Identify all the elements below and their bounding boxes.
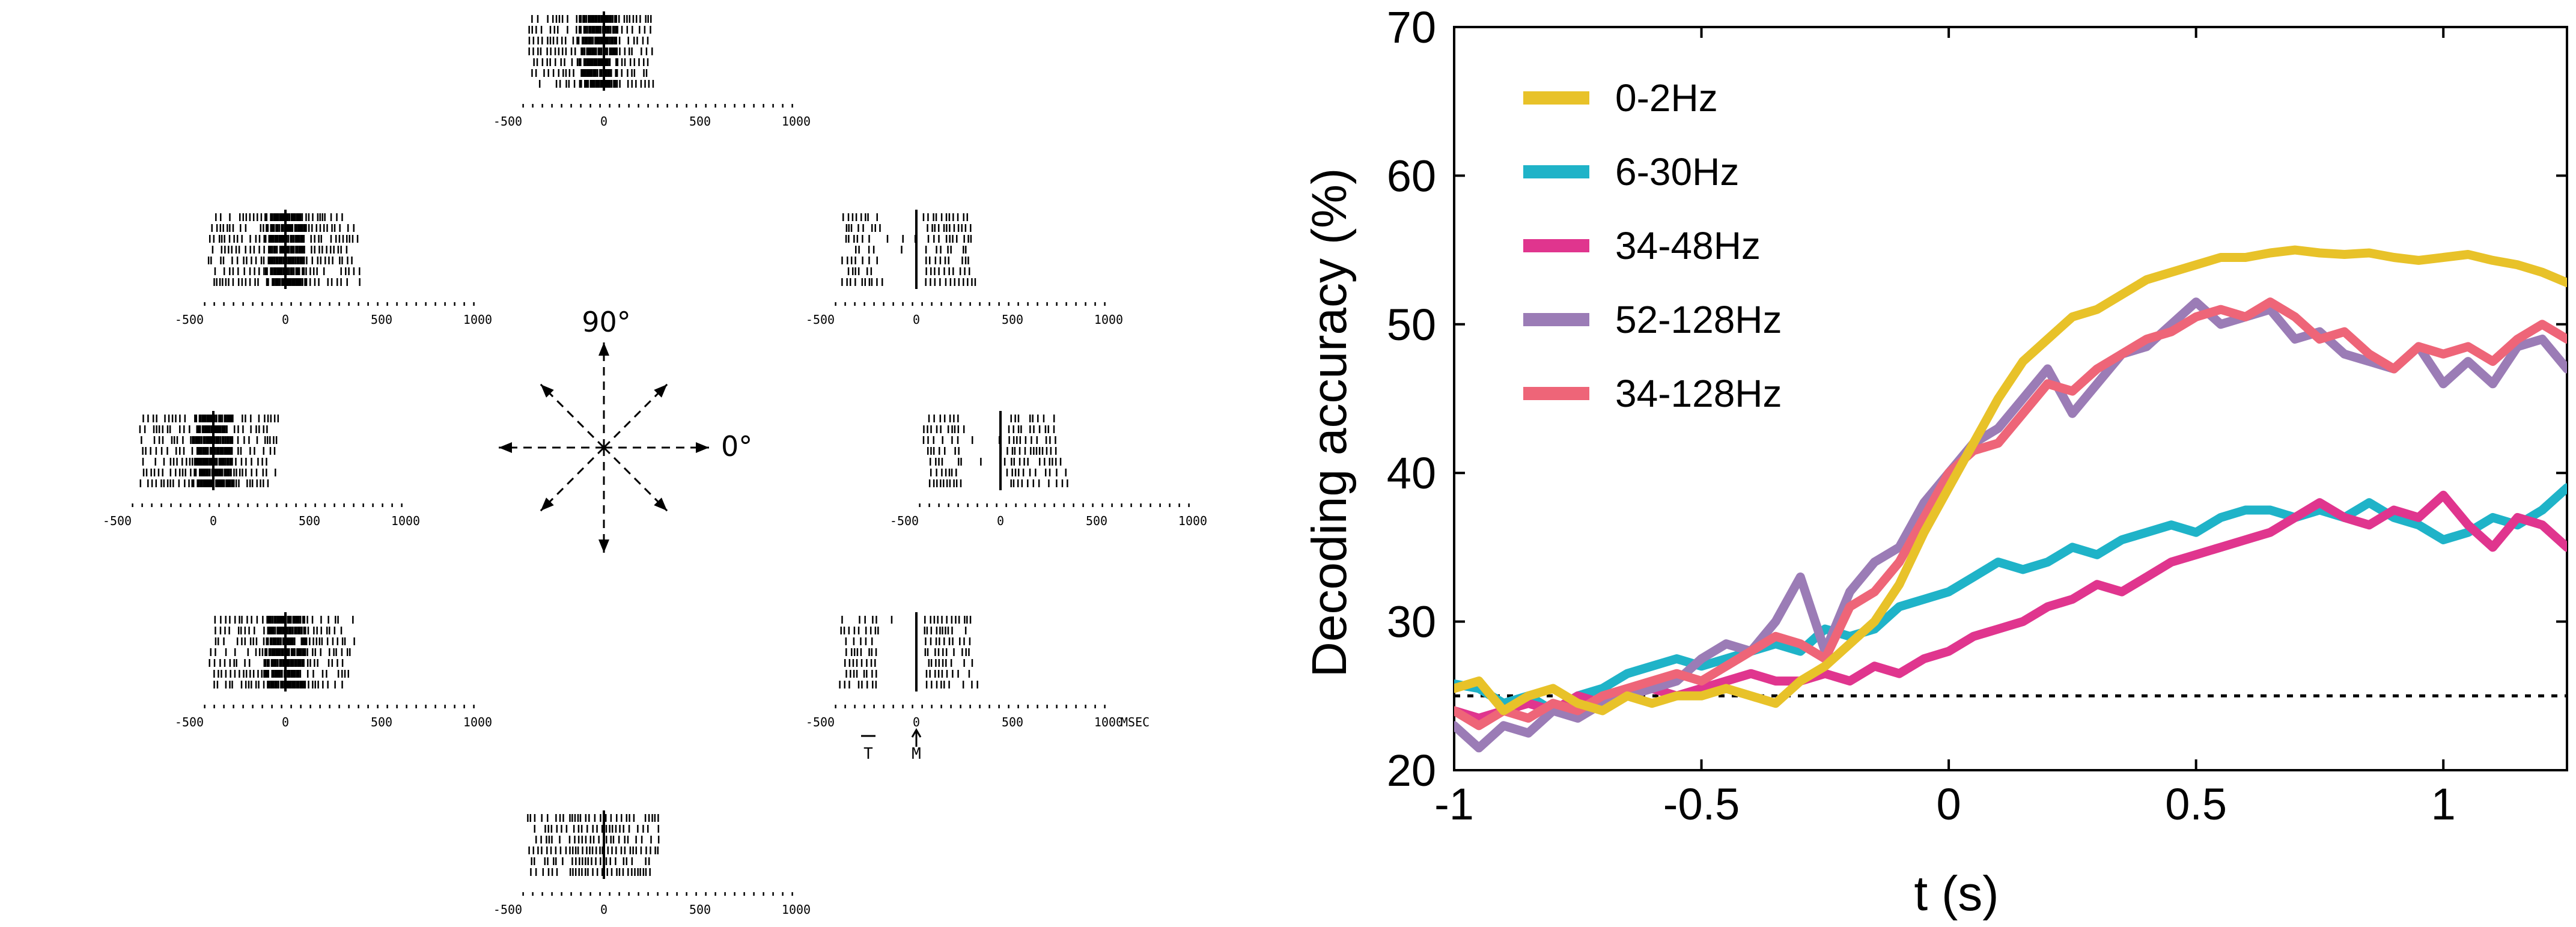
raster-tick-label: 1000 bbox=[1094, 312, 1123, 327]
y-tick-label: 60 bbox=[1387, 151, 1436, 201]
marker-t-label: T bbox=[863, 745, 873, 763]
raster-tick-label: 0 bbox=[282, 312, 289, 327]
raster-tick-label: 1000 bbox=[1094, 715, 1123, 729]
raster-225deg: -500 0 500 1000 bbox=[175, 612, 492, 729]
direction-star: 90° 0° bbox=[499, 306, 752, 553]
raster-panel: -500 0 500 1000-500 0 500 1000 -500 0 500 1000-500… bbox=[103, 11, 1207, 917]
raster-unit-label: MSEC bbox=[1121, 715, 1149, 729]
raster-tick-label: 1000 bbox=[463, 312, 492, 327]
x-tick-label: 1 bbox=[2431, 779, 2456, 829]
raster-tick-label: -500 bbox=[103, 514, 132, 528]
raster-tick-label: 500 bbox=[371, 715, 392, 729]
legend-label: 52-128Hz bbox=[1615, 298, 1782, 341]
direction-90-label: 90° bbox=[582, 306, 631, 338]
y-tick-label: 50 bbox=[1387, 300, 1436, 350]
raster-tick-label: 500 bbox=[1002, 312, 1023, 327]
raster-tick-label: -500 bbox=[806, 715, 835, 729]
x-axis-label: t (s) bbox=[1914, 866, 1999, 921]
raster-tick-label: -500 bbox=[175, 312, 204, 327]
raster-tick-label: -500 bbox=[175, 715, 204, 729]
y-tick-label: 40 bbox=[1387, 448, 1436, 498]
raster-tick-label: 1000 bbox=[463, 715, 492, 729]
raster-0deg: -500 0 500 1000 bbox=[890, 411, 1207, 528]
x-tick-label: 0 bbox=[1937, 779, 1961, 829]
legend-label: 34-128Hz bbox=[1615, 372, 1782, 415]
raster-tick-label: 0 bbox=[210, 514, 217, 528]
legend-label: 0-2Hz bbox=[1615, 76, 1718, 120]
series-line-6-30hz bbox=[1454, 483, 2567, 716]
raster-tick-label: -500 bbox=[890, 514, 919, 528]
legend-label: 34-48Hz bbox=[1615, 224, 1761, 267]
raster-180deg: -500 0 500 1000 bbox=[103, 411, 420, 528]
raster-tick-label: 0 bbox=[913, 715, 920, 729]
raster-tick-label: 1000 bbox=[391, 514, 420, 528]
raster-tick-label: 0 bbox=[282, 715, 289, 729]
raster-tick-label: 500 bbox=[1086, 514, 1107, 528]
legend: 0-2Hz 6-30Hz 34-48Hz 52-128Hz 34-128Hz bbox=[1523, 76, 1782, 415]
raster-tick-label: 0 bbox=[913, 312, 920, 327]
legend-label: 6-30Hz bbox=[1615, 150, 1739, 193]
decoding-accuracy-chart: -1 -0.5 0 0.5 1 20 30 40 50 60 70 t (s) Decoding acc… bbox=[1302, 2, 2568, 921]
raster-tick-label: 500 bbox=[1002, 715, 1023, 729]
direction-0-label: 0° bbox=[721, 430, 752, 463]
y-tick-label: 70 bbox=[1387, 2, 1436, 52]
raster-tick-label: 1000 bbox=[782, 114, 811, 129]
series-line-0-2hz bbox=[1454, 245, 2567, 716]
series-line-34-128hz bbox=[1454, 297, 2567, 731]
y-tick-label: 30 bbox=[1387, 597, 1436, 647]
raster-135deg: -500 0 500 1000 bbox=[175, 210, 492, 327]
series-line-34-48hz bbox=[1454, 490, 2567, 723]
raster-tick-label: 500 bbox=[299, 514, 320, 528]
raster-tick-label: 1000 bbox=[1178, 514, 1207, 528]
raster-45deg: -500 0 500 1000 bbox=[806, 210, 1123, 327]
raster-tick-label: 500 bbox=[689, 902, 711, 917]
y-axis-label: Decoding accuracy (%) bbox=[1302, 168, 1357, 678]
raster-tick-label: 0 bbox=[600, 114, 607, 129]
y-tick-label: 20 bbox=[1387, 746, 1436, 795]
raster-tick-label: -500 bbox=[806, 312, 835, 327]
raster-tick-label: 0 bbox=[997, 514, 1004, 528]
x-tick-label: 0.5 bbox=[2165, 779, 2227, 829]
raster-tick-label: 1000 bbox=[782, 902, 811, 917]
raster-tick-label: -500 bbox=[493, 114, 522, 129]
raster-270deg: -500 0 500 1000 bbox=[493, 810, 811, 917]
x-tick-label: -0.5 bbox=[1663, 779, 1740, 829]
raster-90deg: -500 0 500 1000 bbox=[493, 11, 811, 129]
raster-tick-label: 500 bbox=[371, 312, 392, 327]
raster-tick-label: 0 bbox=[600, 902, 607, 917]
marker-m-label: M bbox=[912, 745, 921, 763]
raster-tick-label: 500 bbox=[689, 114, 711, 129]
raster-tick-label: -500 bbox=[493, 902, 522, 917]
plot-frame bbox=[1453, 26, 2568, 771]
x-tick-label: -1 bbox=[1434, 779, 1474, 829]
